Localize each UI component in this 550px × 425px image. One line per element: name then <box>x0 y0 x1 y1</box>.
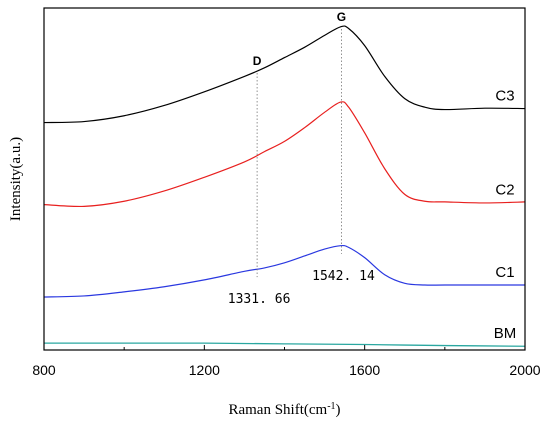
text-labels: C3 C2 C1 BM D 1331. 66 G 1542. 14 <box>228 10 516 342</box>
x-tick-label: 2000 <box>509 362 540 378</box>
series-line-c1 <box>43 244 525 298</box>
series-label-bm: BM <box>494 325 517 342</box>
series-line-c2 <box>43 101 526 208</box>
x-tick-label: 800 <box>32 362 56 378</box>
series-curves <box>43 25 526 347</box>
series-label-c1: C1 <box>495 264 514 281</box>
series-line-c3 <box>43 25 526 124</box>
peak-value-d: 1331. 66 <box>228 292 291 307</box>
peak-guides <box>256 28 342 278</box>
series-label-c3: C3 <box>495 87 514 104</box>
series-line-bm <box>44 342 526 347</box>
x-axis-title: Raman Shift(cm-1) <box>228 401 340 419</box>
peak-letter-d: D <box>253 54 262 68</box>
x-axis-ticks: 800 1200 1600 2000 <box>32 345 541 378</box>
peak-value-g: 1542. 14 <box>312 269 375 284</box>
x-tick-label: 1600 <box>349 362 380 378</box>
y-axis-title: Intensity(a.u.) <box>8 137 24 221</box>
series-label-c2: C2 <box>495 181 514 198</box>
x-tick-label: 1200 <box>189 362 220 378</box>
peak-letter-g: G <box>337 10 346 24</box>
